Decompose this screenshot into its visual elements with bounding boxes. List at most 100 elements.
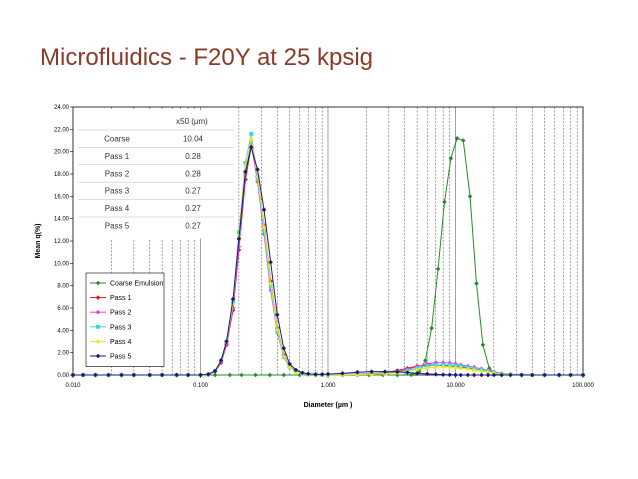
data-point-pass-5 bbox=[230, 296, 236, 302]
data-point-pass-5 bbox=[93, 372, 98, 378]
data-point-coarse-emulsion bbox=[267, 372, 273, 378]
table-background bbox=[76, 110, 236, 239]
data-point-pass-5 bbox=[382, 369, 388, 374]
data-point-pass-5 bbox=[243, 169, 248, 175]
data-point-pass-4 bbox=[274, 326, 280, 331]
data-point-coarse-emulsion bbox=[435, 266, 441, 272]
legend-label-pass-5: Pass 5 bbox=[110, 354, 132, 361]
data-point-pass-5 bbox=[542, 372, 547, 378]
y-tick-label: 0.00 bbox=[57, 373, 69, 379]
data-point-pass-1 bbox=[243, 177, 248, 182]
data-point-coarse-emulsion bbox=[227, 372, 233, 378]
data-point-coarse-emulsion bbox=[442, 199, 447, 205]
data-point-pass-4 bbox=[447, 364, 452, 369]
data-point-pass-5 bbox=[198, 372, 203, 378]
data-point-pass-5 bbox=[293, 367, 299, 373]
axes: 0.00 2.00 4.00 6.00 8.00 10.00 12.00 14.00 16.00… bbox=[35, 105, 595, 409]
data-point-pass-4 bbox=[479, 368, 484, 373]
table-row-label: Pass 4 bbox=[105, 204, 130, 213]
data-point-pass-5 bbox=[106, 372, 111, 378]
y-tick-label: 22.00 bbox=[54, 127, 70, 133]
table-row-value: 0.28 bbox=[185, 152, 201, 161]
table-row-value: 0.27 bbox=[185, 222, 201, 231]
data-point-pass-4 bbox=[465, 366, 471, 371]
data-point-pass-5 bbox=[485, 372, 491, 378]
data-point-pass-5 bbox=[261, 207, 267, 213]
data-point-pass-5 bbox=[395, 369, 400, 375]
y-axis-title: Mean q(%) bbox=[35, 224, 42, 259]
data-point-coarse-emulsion bbox=[480, 342, 486, 348]
data-point-pass-5 bbox=[458, 372, 464, 378]
data-point-pass-5 bbox=[405, 370, 410, 375]
data-point-pass-4 bbox=[261, 223, 267, 229]
data-point-pass-5 bbox=[355, 369, 360, 375]
data-point-coarse-emulsion bbox=[416, 369, 422, 374]
data-point-pass-5 bbox=[147, 372, 153, 378]
data-point-pass-5 bbox=[159, 372, 165, 378]
data-point-pass-5 bbox=[529, 372, 535, 378]
data-point-pass-5 bbox=[414, 371, 420, 376]
legend-swatch-marker-pass-4 bbox=[95, 338, 101, 344]
data-point-pass-5 bbox=[287, 361, 292, 367]
x-tick-label: 0.100 bbox=[193, 383, 209, 389]
y-tick-label: 2.00 bbox=[57, 351, 69, 357]
table-row-label: Pass 3 bbox=[105, 187, 130, 196]
legend-box bbox=[85, 272, 165, 367]
table-row-value: 10.04 bbox=[183, 135, 204, 144]
data-point-pass-5 bbox=[491, 372, 497, 378]
legend-label-pass-1: Pass 1 bbox=[110, 295, 132, 302]
data-point-pass-5 bbox=[274, 312, 280, 317]
data-point-pass-5 bbox=[185, 372, 191, 378]
y-tick-label: 14.00 bbox=[54, 217, 70, 223]
data-point-pass-5 bbox=[248, 144, 254, 150]
data-point-coarse-emulsion bbox=[429, 325, 434, 331]
series-layer bbox=[70, 131, 586, 378]
data-point-pass-5 bbox=[305, 371, 311, 377]
legend-label-pass-2: Pass 2 bbox=[110, 310, 132, 317]
legend-swatch-marker-pass-1 bbox=[95, 295, 101, 300]
data-point-pass-5 bbox=[580, 372, 586, 378]
data-point-pass-5 bbox=[325, 371, 331, 377]
data-point-pass-5 bbox=[224, 339, 229, 344]
data-point-pass-3 bbox=[275, 329, 280, 334]
data-point-coarse-emulsion bbox=[448, 156, 454, 161]
data-point-pass-5 bbox=[447, 372, 452, 378]
legend-swatch-marker-pass-2 bbox=[95, 309, 101, 315]
table-row-label: Pass 1 bbox=[105, 152, 130, 161]
y-tick-label: 8.00 bbox=[57, 284, 69, 290]
data-point-pass-4 bbox=[491, 370, 497, 375]
series-pass-5 bbox=[70, 144, 586, 378]
data-point-pass-5 bbox=[268, 259, 273, 265]
slide-title: Microfluidics - F20Y at 25 kpsig bbox=[40, 44, 374, 71]
x-tick-label: 100.000 bbox=[572, 383, 594, 389]
data-point-pass-5 bbox=[424, 371, 430, 377]
vertical-gridlines bbox=[111, 107, 578, 375]
data-point-pass-5 bbox=[255, 167, 260, 172]
table-row-value: 0.27 bbox=[185, 204, 201, 213]
data-point-pass-4 bbox=[424, 365, 430, 370]
legend-label-pass-3: Pass 3 bbox=[110, 324, 132, 331]
data-point-pass-5 bbox=[556, 372, 562, 378]
legend-swatch-marker-pass-3 bbox=[96, 324, 100, 329]
data-point-coarse-emulsion bbox=[239, 372, 244, 378]
data-point-coarse-emulsion bbox=[212, 372, 218, 378]
table-row-label: Coarse bbox=[104, 135, 130, 144]
data-point-pass-5 bbox=[499, 372, 504, 378]
data-point-pass-5 bbox=[519, 372, 524, 378]
legend: Coarse Emulsion Pass 1 Pass 2 Pass 3 Pass 4 P… bbox=[85, 272, 165, 367]
y-tick-label: 16.00 bbox=[54, 194, 70, 200]
data-point-pass-4 bbox=[268, 280, 273, 286]
data-point-pass-5 bbox=[70, 372, 76, 378]
x50-table: x50 (µm) Coarse 10.04 Pass 1 0.28 Pass 2 0.28 P… bbox=[76, 110, 236, 239]
data-point-pass-4 bbox=[485, 369, 491, 374]
data-point-coarse-emulsion bbox=[474, 281, 479, 286]
data-point-coarse-emulsion bbox=[486, 366, 492, 371]
data-point-pass-4 bbox=[414, 366, 420, 372]
data-point-pass-5 bbox=[433, 372, 439, 377]
data-point-pass-5 bbox=[440, 372, 446, 377]
data-point-pass-4 bbox=[471, 367, 477, 372]
data-point-coarse-emulsion bbox=[408, 372, 414, 378]
x-tick-label: 1.000 bbox=[320, 383, 336, 389]
table-row-value: 0.28 bbox=[185, 169, 201, 178]
